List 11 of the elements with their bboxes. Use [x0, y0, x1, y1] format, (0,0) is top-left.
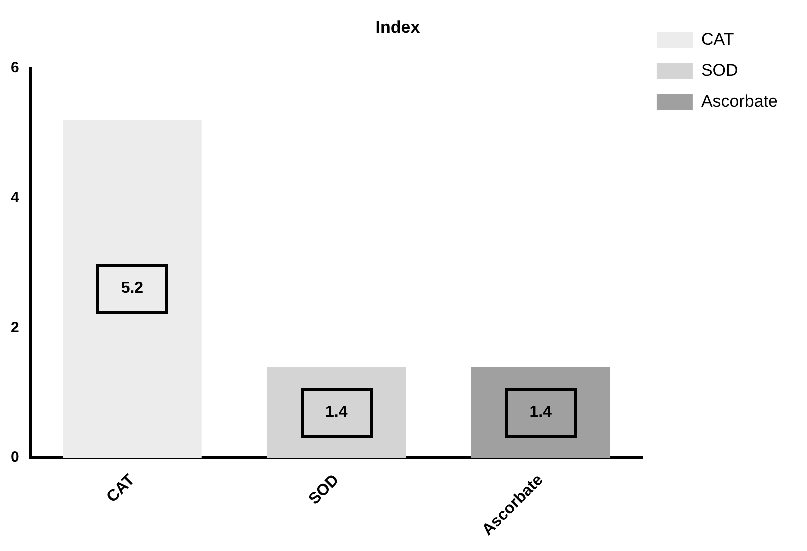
- data-label: 5.2: [96, 264, 168, 314]
- y-tick-label: 2: [11, 319, 20, 336]
- chart-title: Index: [376, 18, 421, 37]
- y-tick-label: 0: [11, 449, 20, 466]
- data-label: 1.4: [300, 388, 373, 438]
- legend-label: CAT: [701, 30, 734, 50]
- y-tick-label: 6: [11, 60, 20, 77]
- y-tick-label: 4: [11, 189, 20, 206]
- data-label: 1.4: [504, 388, 577, 438]
- legend-label: Ascorbate: [701, 92, 778, 112]
- legend-label: SOD: [701, 61, 738, 80]
